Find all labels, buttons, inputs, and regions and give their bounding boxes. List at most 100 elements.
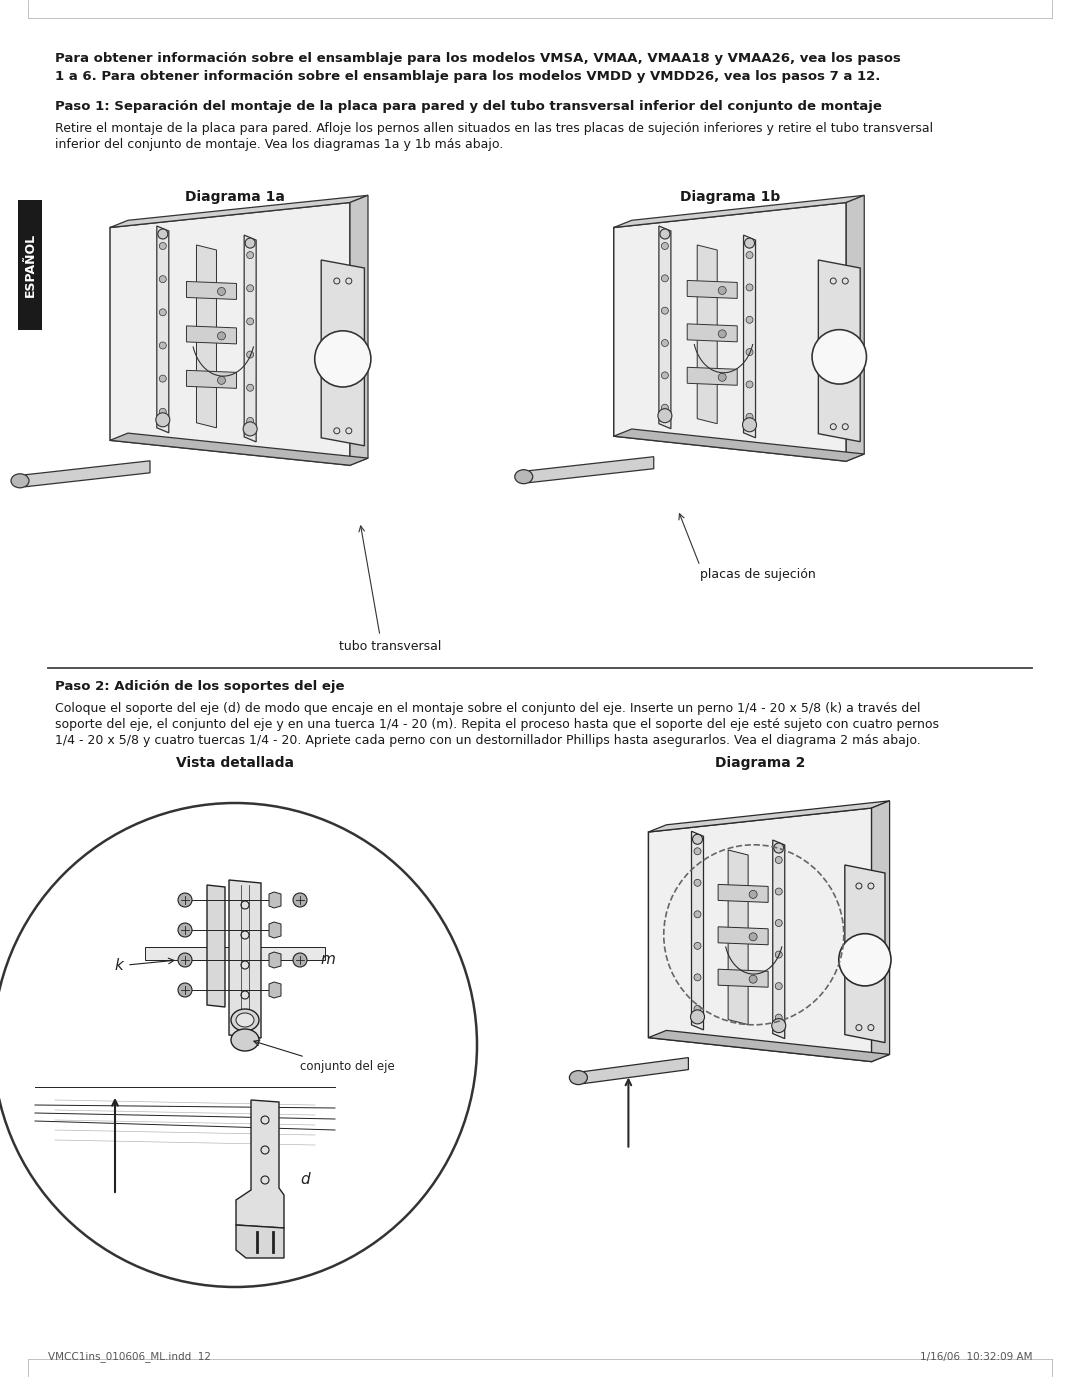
Circle shape bbox=[773, 843, 784, 852]
Text: tubo transversal: tubo transversal bbox=[339, 640, 442, 653]
Circle shape bbox=[160, 409, 166, 416]
Polygon shape bbox=[718, 927, 768, 945]
Text: Diagrama 2: Diagrama 2 bbox=[715, 756, 806, 770]
Polygon shape bbox=[687, 281, 738, 299]
Text: conjunto del eje: conjunto del eje bbox=[300, 1060, 395, 1073]
Circle shape bbox=[160, 242, 166, 249]
Circle shape bbox=[746, 284, 753, 291]
Circle shape bbox=[158, 229, 167, 240]
Circle shape bbox=[160, 341, 166, 348]
Text: Para obtener información sobre el ensamblaje para los modelos VMSA, VMAA, VMAA18: Para obtener información sobre el ensamb… bbox=[55, 52, 901, 65]
Circle shape bbox=[246, 252, 254, 259]
Polygon shape bbox=[187, 281, 237, 299]
Circle shape bbox=[178, 953, 192, 967]
Circle shape bbox=[694, 1005, 701, 1012]
Polygon shape bbox=[110, 434, 368, 465]
Circle shape bbox=[658, 409, 672, 423]
Polygon shape bbox=[698, 245, 717, 424]
Polygon shape bbox=[718, 884, 768, 902]
Polygon shape bbox=[269, 892, 281, 907]
Polygon shape bbox=[872, 801, 890, 1062]
Text: VMCC1ins_010606_ML.indd  12: VMCC1ins_010606_ML.indd 12 bbox=[48, 1351, 211, 1362]
Circle shape bbox=[314, 330, 370, 387]
Circle shape bbox=[746, 381, 753, 388]
Circle shape bbox=[243, 421, 257, 437]
Polygon shape bbox=[819, 260, 860, 442]
Circle shape bbox=[690, 1009, 704, 1024]
Circle shape bbox=[293, 894, 307, 907]
Ellipse shape bbox=[231, 1029, 259, 1051]
Circle shape bbox=[746, 348, 753, 355]
Polygon shape bbox=[244, 235, 256, 442]
Circle shape bbox=[661, 242, 669, 249]
Polygon shape bbox=[687, 368, 738, 386]
Circle shape bbox=[775, 856, 782, 863]
Circle shape bbox=[246, 384, 254, 391]
Circle shape bbox=[156, 413, 170, 427]
Circle shape bbox=[775, 1013, 782, 1022]
Ellipse shape bbox=[11, 474, 29, 487]
Polygon shape bbox=[269, 952, 281, 968]
Circle shape bbox=[772, 1019, 786, 1033]
Polygon shape bbox=[110, 196, 368, 227]
Polygon shape bbox=[145, 947, 325, 960]
Circle shape bbox=[178, 983, 192, 997]
Polygon shape bbox=[237, 1100, 284, 1228]
Circle shape bbox=[217, 288, 226, 296]
Text: placas de sujeción: placas de sujeción bbox=[700, 567, 815, 581]
Polygon shape bbox=[847, 196, 864, 461]
Circle shape bbox=[245, 238, 255, 248]
Polygon shape bbox=[648, 808, 872, 1062]
Circle shape bbox=[839, 934, 891, 986]
Circle shape bbox=[217, 376, 226, 384]
Polygon shape bbox=[691, 832, 703, 1030]
Polygon shape bbox=[157, 226, 168, 432]
Circle shape bbox=[661, 405, 669, 412]
Circle shape bbox=[746, 413, 753, 420]
Text: k: k bbox=[114, 957, 123, 972]
Circle shape bbox=[744, 238, 755, 248]
Text: Diagrama 1b: Diagrama 1b bbox=[680, 190, 780, 204]
Circle shape bbox=[718, 373, 726, 381]
Circle shape bbox=[661, 340, 669, 347]
Circle shape bbox=[246, 417, 254, 424]
Circle shape bbox=[775, 983, 782, 990]
Polygon shape bbox=[613, 430, 864, 461]
Circle shape bbox=[694, 974, 701, 980]
Polygon shape bbox=[648, 801, 890, 832]
Polygon shape bbox=[728, 850, 748, 1024]
Circle shape bbox=[246, 351, 254, 358]
Circle shape bbox=[692, 834, 702, 844]
Polygon shape bbox=[197, 245, 216, 428]
Circle shape bbox=[661, 275, 669, 282]
Polygon shape bbox=[687, 324, 738, 341]
Text: ESPAÑOL: ESPAÑOL bbox=[24, 233, 37, 297]
Polygon shape bbox=[269, 982, 281, 998]
Circle shape bbox=[694, 880, 701, 887]
Circle shape bbox=[661, 307, 669, 314]
Bar bbox=[18, 200, 42, 330]
Circle shape bbox=[775, 888, 782, 895]
Text: m: m bbox=[320, 953, 335, 968]
Circle shape bbox=[217, 332, 226, 340]
Circle shape bbox=[750, 975, 757, 983]
Polygon shape bbox=[187, 326, 237, 344]
Circle shape bbox=[746, 252, 753, 259]
Text: Diagrama 1a: Diagrama 1a bbox=[185, 190, 285, 204]
Text: inferior del conjunto de montaje. Vea los diagramas 1a y 1b más abajo.: inferior del conjunto de montaje. Vea lo… bbox=[55, 138, 503, 151]
Circle shape bbox=[160, 275, 166, 282]
Circle shape bbox=[694, 848, 701, 855]
Polygon shape bbox=[529, 457, 653, 483]
Ellipse shape bbox=[231, 1009, 259, 1031]
Text: d: d bbox=[300, 1172, 310, 1187]
Circle shape bbox=[718, 330, 726, 337]
Circle shape bbox=[775, 920, 782, 927]
Circle shape bbox=[746, 317, 753, 324]
Text: 1/4 - 20 x 5/8 y cuatro tuercas 1/4 - 20. Apriete cada perno con un destornillad: 1/4 - 20 x 5/8 y cuatro tuercas 1/4 - 20… bbox=[55, 734, 921, 746]
Polygon shape bbox=[110, 202, 350, 465]
Ellipse shape bbox=[569, 1070, 588, 1085]
Text: Retire el montaje de la placa para pared. Afloje los pernos allen situados en la: Retire el montaje de la placa para pared… bbox=[55, 123, 933, 135]
Circle shape bbox=[718, 286, 726, 295]
Polygon shape bbox=[229, 880, 261, 1038]
Circle shape bbox=[694, 942, 701, 949]
